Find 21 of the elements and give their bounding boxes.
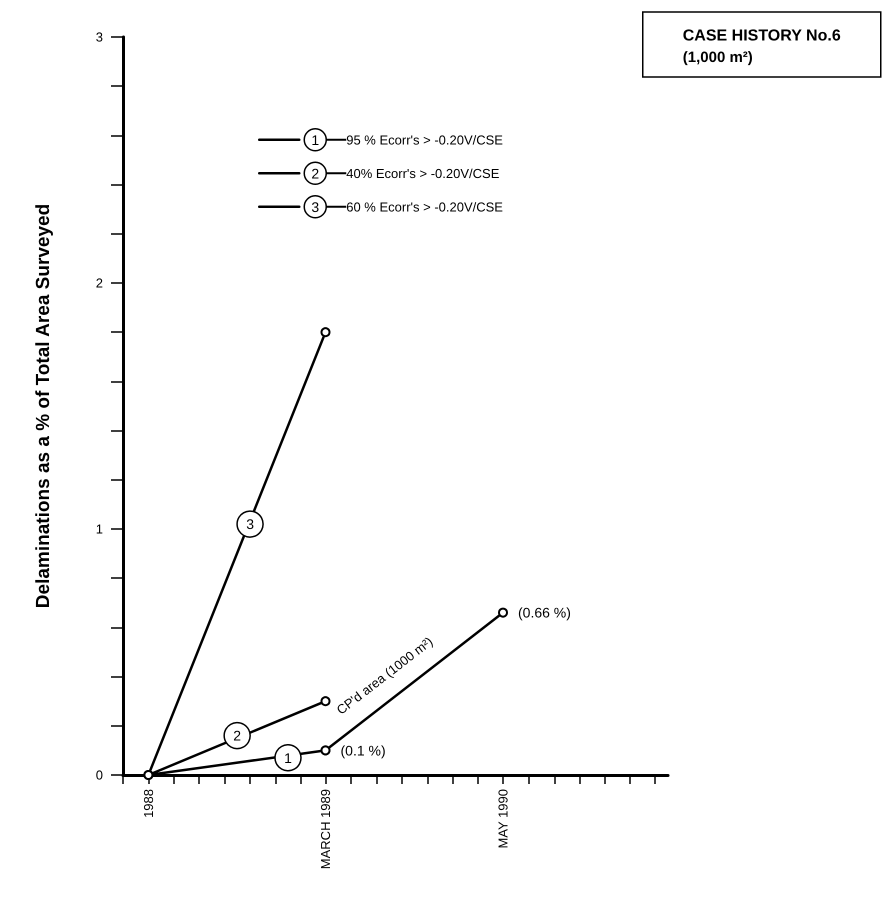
legend-label: 95 % Ecorr's > -0.20V/CSE <box>346 132 504 148</box>
x-tick-label: MARCH 1989 <box>318 789 333 870</box>
y-tick-label: 0 <box>96 768 103 782</box>
y-tick-label: 3 <box>96 30 103 44</box>
y-tick-label: 2 <box>96 276 103 290</box>
x-tick-label: MAY 1990 <box>496 789 510 849</box>
x-tick-label: 1988 <box>140 789 156 818</box>
annotation: 3 <box>246 516 254 532</box>
data-label: (0.66 %) <box>518 604 571 621</box>
y-axis-title: Delaminations as a % of Total Area Surveyed <box>33 204 54 608</box>
text: CASE HISTORY No.6 <box>682 28 841 44</box>
annotation: 1 <box>284 750 292 766</box>
text: 1 <box>311 132 320 148</box>
legend-label: 60 % Ecorr's > -0.20V/CSE <box>346 199 504 214</box>
text: 3 <box>311 198 320 215</box>
y-tick-label: 1 <box>96 522 103 536</box>
annotation: 2 <box>233 728 242 744</box>
data-label: (0.1 %) <box>340 742 386 758</box>
text: (1,000 m²) <box>682 49 753 66</box>
legend-label: 40% Ecorr's > -0.20V/CSE <box>346 166 500 181</box>
text: 2 <box>311 165 320 182</box>
